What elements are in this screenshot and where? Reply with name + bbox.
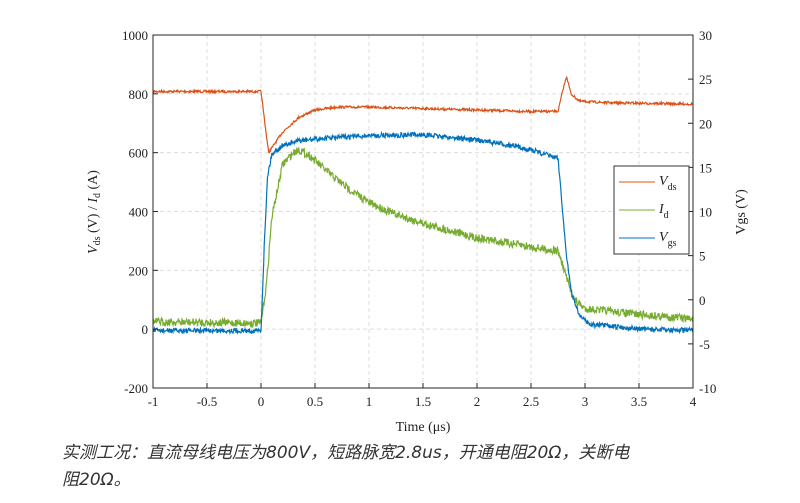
y-right-tick-label: 20 [699,116,712,131]
y-right-tick-label: -5 [699,337,710,352]
x-tick-label: 2 [474,394,481,409]
legend: Vds Id Vgs [613,165,690,255]
grid [153,35,693,388]
y-left-tick-label: 800 [129,87,149,102]
x-tick-label: 1.5 [415,394,431,409]
y-right-tick-label: 30 [699,28,712,43]
y-right-tick-label: 0 [699,293,706,308]
caption-line-1: 实测工况：直流母线电压为800V，短路脉宽2.8us，开通电阻20Ω，关断电 [62,443,630,463]
y-left-tick-label: 0 [142,322,149,337]
x-tick-label: -1 [148,394,159,409]
y-right-tick-label: 15 [699,160,712,175]
y-left-tick-label: 400 [129,205,149,220]
x-tick-label: 0 [258,394,265,409]
y-right-tick-label: 5 [699,249,706,264]
series-line-vds [152,76,694,154]
y-axis-left-label: Vds (V) / Id (A) [86,170,103,254]
caption-line-2: 阻20Ω。 [62,470,131,490]
series-line-vgs [152,130,694,336]
x-tick-label: 3.5 [631,394,647,409]
y-axis-right-label: Vgs (V) [734,189,749,235]
x-tick-label: 4 [690,394,697,409]
y-left-tick-label: -200 [124,381,148,396]
series-line-id [152,146,694,329]
y-right-tick-label: 10 [699,205,712,220]
x-tick-label: 3 [582,394,589,409]
x-axis-label: Time (μs) [396,420,451,435]
legend-label-id: Id [658,202,669,221]
ticks: -1 -0.5 0 0.5 1 1.5 2 2.5 3 3.5 4-2000200400600800… [122,28,716,409]
x-tick-label: 0.5 [307,394,323,409]
y-left-tick-label: 1000 [122,28,148,43]
x-tick-label: 1 [366,394,373,409]
y-right-tick-label: 25 [699,72,712,87]
y-left-tick-label: 200 [129,263,149,278]
y-left-tick-label: 600 [129,146,149,161]
chart: -1 -0.5 0 0.5 1 1.5 2 2.5 3 3.5 4-2000200400600800… [86,28,749,435]
x-tick-label: -0.5 [197,394,218,409]
series-group [152,76,694,336]
x-tick-label: 2.5 [523,394,539,409]
y-right-tick-label: -10 [699,381,716,396]
